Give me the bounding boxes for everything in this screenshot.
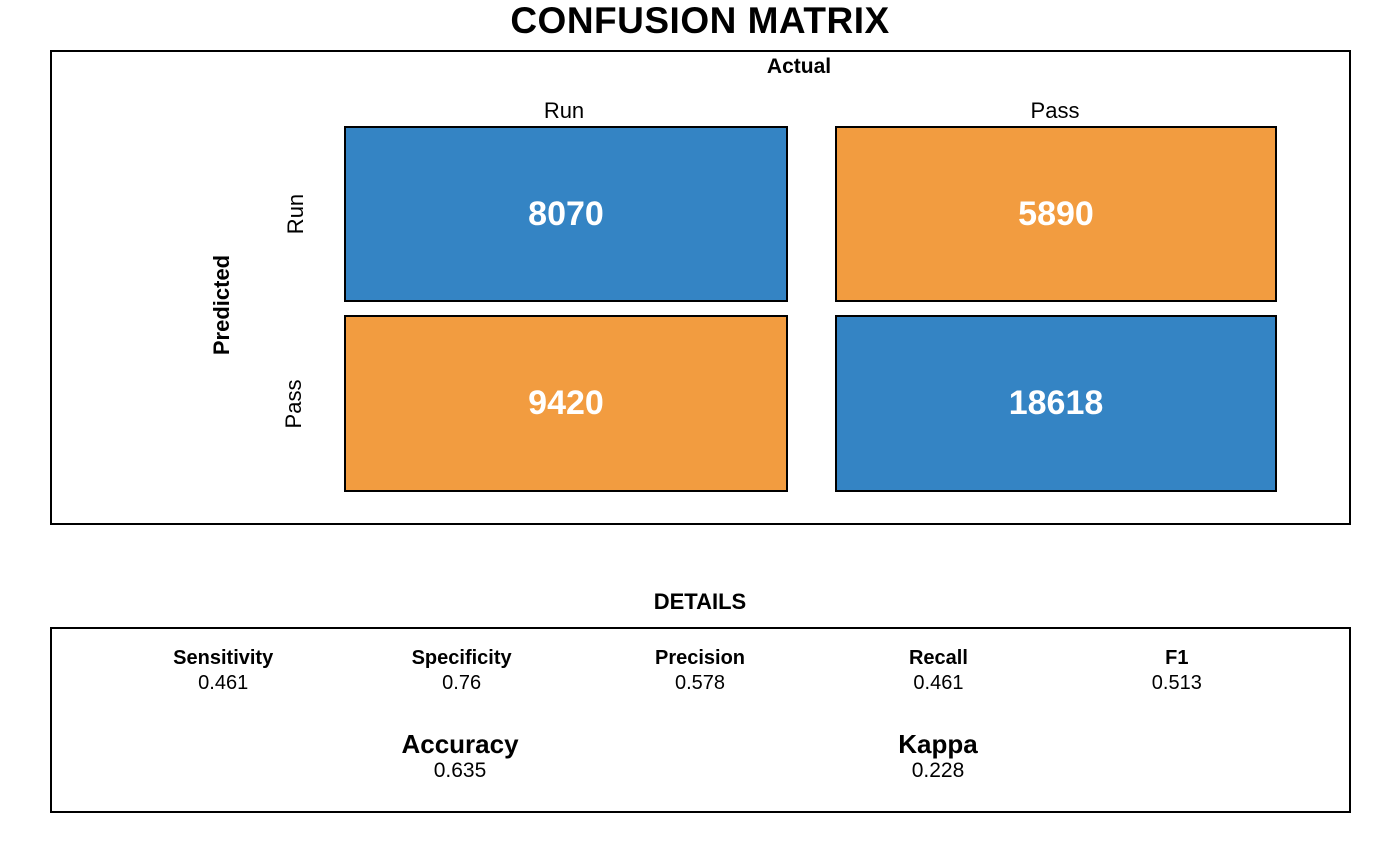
metric-specificity: Specificity 0.76 [342,646,580,695]
matrix-cell-predicted-pass-actual-pass: 18618 [835,315,1277,492]
details-heading: DETAILS [653,589,747,614]
cell-value: 18618 [1008,384,1104,422]
row-label-pass: Pass [281,379,306,429]
metric-label: Accuracy [401,729,519,759]
metrics-row: Sensitivity 0.461 Specificity 0.76 Preci… [104,646,1296,695]
column-label-run: Run [543,98,585,123]
metric-accuracy: Accuracy 0.635 [260,730,660,783]
metric-recall: Recall 0.461 [819,646,1057,695]
metric-kappa: Kappa 0.228 [738,730,1138,783]
metric-precision: Precision 0.578 [581,646,819,695]
cell-value: 5890 [1018,194,1094,233]
metric-label: Sensitivity [173,647,274,669]
details-panel-frame [50,627,1351,813]
predicted-axis-label: Predicted [209,254,234,356]
cell-value: 8070 [528,194,604,233]
metric-value: 0.461 [913,672,964,694]
metric-value: 0.578 [674,672,726,694]
metric-label: F1 [1165,647,1189,669]
metric-value: 0.461 [198,672,249,694]
metric-value: 0.635 [433,759,487,782]
actual-axis-label: Actual [766,55,832,78]
metric-label: Precision [654,647,746,669]
metric-label: Kappa [898,729,978,759]
row-label-run: Run [283,193,308,235]
matrix-cell-predicted-pass-actual-run: 9420 [344,315,788,492]
metric-sensitivity: Sensitivity 0.461 [104,646,342,695]
column-label-pass: Pass [1030,98,1080,123]
metric-value: 0.513 [1151,672,1202,694]
metric-f1: F1 0.513 [1058,646,1296,695]
matrix-cell-predicted-run-actual-run: 8070 [344,126,788,302]
matrix-cell-predicted-run-actual-pass: 5890 [835,126,1277,302]
cell-value: 9420 [528,384,604,422]
page-title: CONFUSION MATRIX [510,0,890,41]
metric-label: Recall [908,647,968,669]
metric-label: Specificity [411,647,512,669]
metric-value: 0.76 [442,672,482,694]
metric-value: 0.228 [911,759,965,782]
